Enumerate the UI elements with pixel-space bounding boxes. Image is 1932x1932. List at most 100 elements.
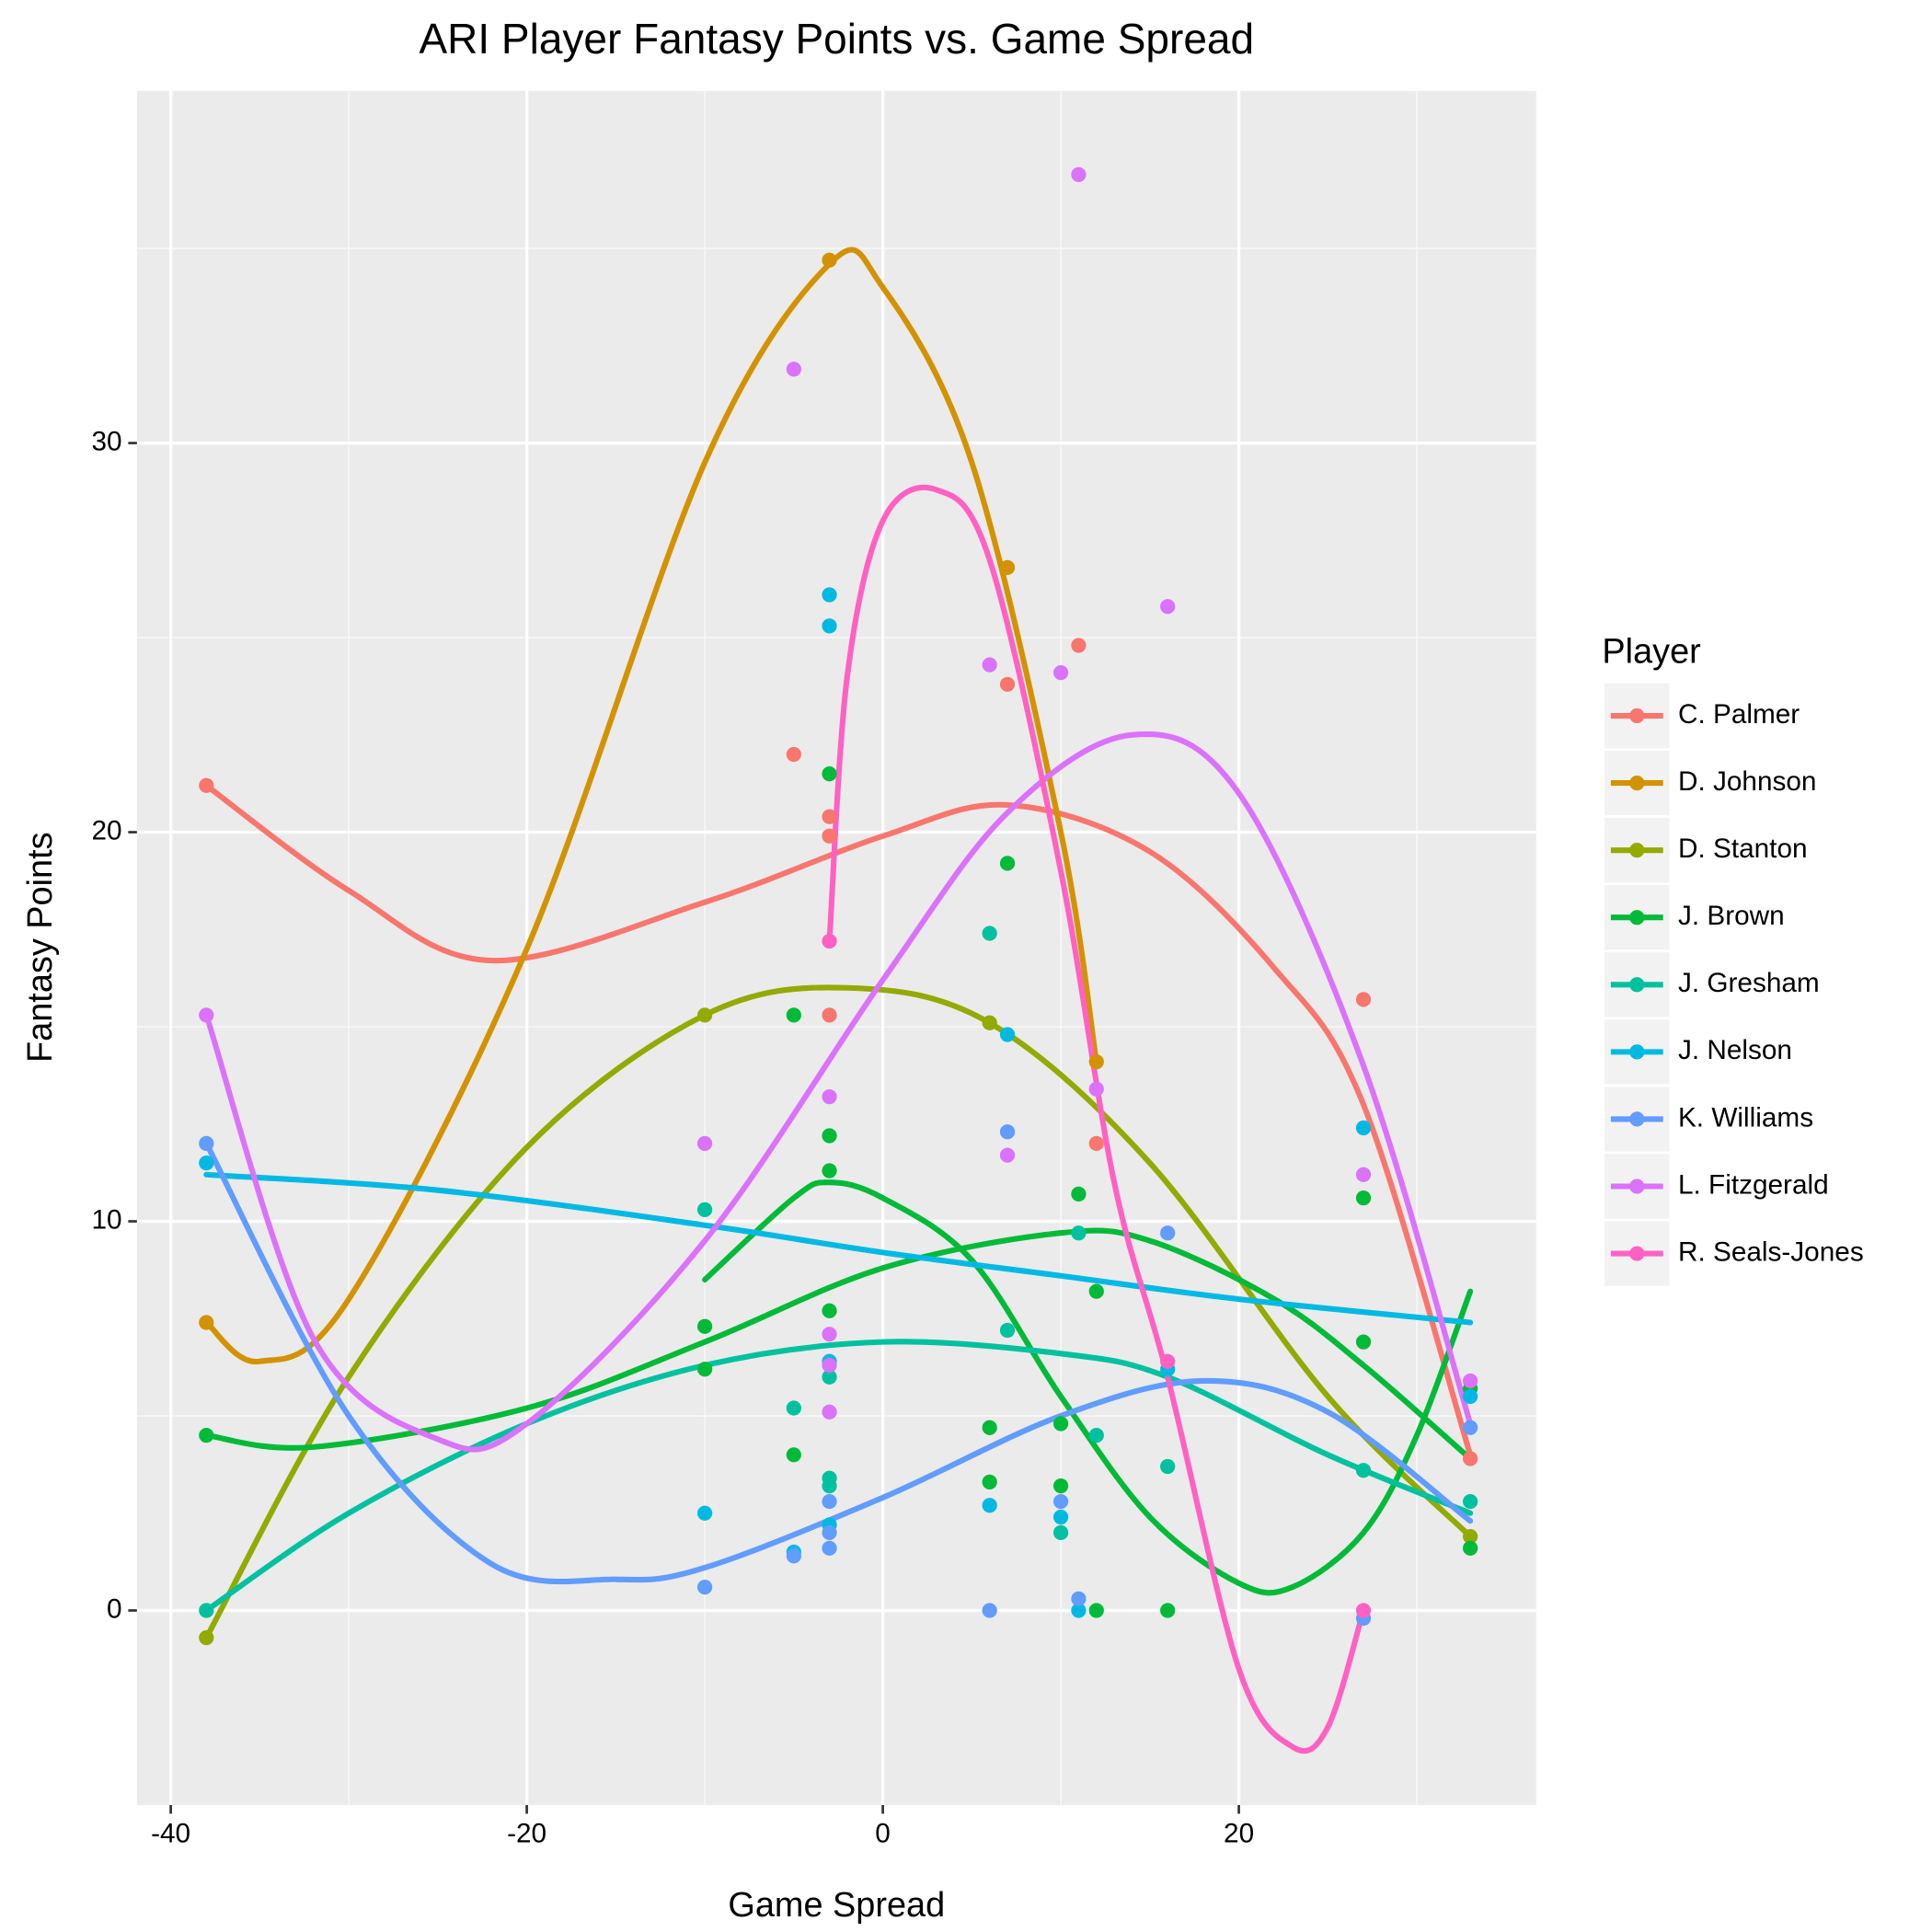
legend-label: D. Stanton <box>1678 834 1808 864</box>
point <box>822 809 837 824</box>
point <box>696 1007 713 1023</box>
point <box>822 1007 837 1023</box>
point <box>696 1505 713 1521</box>
point <box>199 1428 214 1443</box>
trend-line <box>826 484 1367 1754</box>
point <box>786 1400 801 1416</box>
legend-dot <box>1629 1246 1645 1261</box>
point <box>1355 1463 1372 1478</box>
point <box>822 933 837 949</box>
point <box>982 926 997 941</box>
y-tick-label: 30 <box>92 426 122 456</box>
y-tick-label: 10 <box>92 1204 122 1235</box>
point <box>1088 1135 1104 1152</box>
point <box>1355 1167 1372 1182</box>
point <box>822 1540 837 1556</box>
chart-title: ARI Player Fantasy Points vs. Game Sprea… <box>419 15 1254 63</box>
point <box>199 1603 214 1618</box>
point <box>786 1007 801 1023</box>
legend-dot <box>1629 910 1645 926</box>
trend-lines <box>203 247 1474 1754</box>
point <box>822 1404 837 1420</box>
legend-label: J. Gresham <box>1678 968 1820 998</box>
point <box>822 1303 837 1318</box>
point <box>822 1369 837 1385</box>
point <box>199 1135 214 1152</box>
trend-line <box>203 1339 1474 1614</box>
legend-dot <box>1629 707 1645 724</box>
y-axis-label: Fantasy Points <box>21 832 60 1063</box>
points <box>199 167 1478 1646</box>
point <box>1463 1451 1478 1466</box>
point <box>786 746 801 763</box>
point <box>1355 1190 1372 1206</box>
point <box>1071 167 1087 182</box>
point <box>999 1124 1016 1140</box>
trend-line <box>203 731 1474 1453</box>
point <box>1052 1416 1069 1432</box>
legend-title: Player <box>1602 632 1700 671</box>
point <box>1355 1603 1372 1618</box>
legend-dot <box>1629 1044 1645 1060</box>
point <box>1463 1373 1478 1389</box>
point <box>1355 992 1372 1007</box>
point <box>999 856 1016 871</box>
point <box>696 1135 713 1152</box>
point <box>1355 1334 1372 1350</box>
point <box>1160 599 1176 615</box>
x-tick-label: -40 <box>151 1818 190 1848</box>
point <box>822 1493 837 1510</box>
legend: C. Palmer D. Johnson D. Stanton J. Brown J. … <box>1604 683 1864 1286</box>
point <box>999 559 1016 576</box>
x-tick-label: 20 <box>1224 1818 1254 1848</box>
legend-dot <box>1629 843 1645 858</box>
legend-label: L. Fitzgerald <box>1678 1169 1829 1200</box>
point <box>822 1089 837 1105</box>
point <box>1071 638 1087 653</box>
trend-line <box>203 1140 1474 1585</box>
point <box>1052 1524 1069 1541</box>
x-tick-label: -20 <box>507 1818 546 1848</box>
point <box>1160 1458 1176 1475</box>
point <box>1160 1225 1176 1241</box>
point <box>1463 1388 1478 1404</box>
point <box>999 676 1016 692</box>
point <box>982 1603 997 1618</box>
y-tick-label: 20 <box>92 815 122 845</box>
trend-line <box>203 984 1474 1641</box>
point <box>199 1315 214 1330</box>
point <box>786 362 801 377</box>
point <box>982 1498 997 1513</box>
point <box>822 765 837 782</box>
point <box>822 828 837 844</box>
point <box>982 1015 997 1030</box>
point <box>1071 1186 1087 1202</box>
point <box>1088 1283 1104 1299</box>
point <box>1160 1353 1176 1369</box>
legend-dot <box>1629 1111 1645 1127</box>
point <box>1463 1493 1478 1510</box>
point <box>822 1128 837 1144</box>
point <box>1463 1540 1478 1556</box>
point <box>1355 1120 1372 1136</box>
point <box>982 1474 997 1490</box>
point <box>999 1027 1016 1042</box>
point <box>822 1327 837 1342</box>
trend-line <box>203 247 1099 1364</box>
point <box>1071 1225 1087 1241</box>
axes: -40 -20 0 20 0 10 20 30 <box>92 426 1255 1848</box>
point <box>199 1155 214 1171</box>
point <box>696 1318 713 1334</box>
point <box>822 587 837 603</box>
legend-label: D. Johnson <box>1678 766 1817 797</box>
legend-label: K. Williams <box>1678 1102 1813 1133</box>
point <box>1463 1529 1478 1545</box>
point <box>1052 1493 1069 1510</box>
legend-label: R. Seals-Jones <box>1678 1236 1864 1267</box>
point <box>696 1202 713 1217</box>
point <box>1088 1081 1104 1097</box>
point <box>822 1163 837 1179</box>
legend-label: J. Brown <box>1678 901 1785 931</box>
point <box>822 1357 837 1374</box>
